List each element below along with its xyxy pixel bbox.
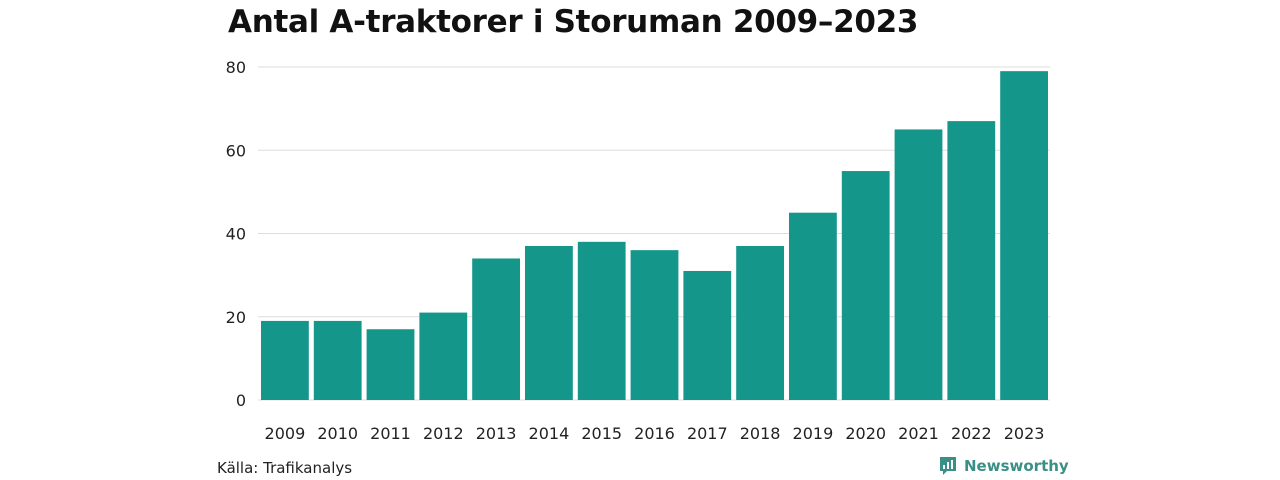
bar-2022 (947, 121, 996, 401)
x-tick-label: 2009 (265, 424, 306, 443)
y-tick-label: 20 (226, 308, 246, 327)
x-tick-label: 2022 (951, 424, 992, 443)
y-tick-label: 40 (226, 225, 246, 244)
x-tick-label: 2018 (740, 424, 781, 443)
bars (261, 71, 1048, 401)
x-tick-label: 2020 (845, 424, 886, 443)
brand-logo: Newsworthy (938, 456, 1069, 476)
y-axis-ticks: 0 20 40 60 80 (226, 58, 246, 410)
bar-2011 (366, 329, 415, 400)
bar-2018 (736, 245, 784, 400)
bar-2012 (419, 312, 468, 400)
bar-2016 (630, 250, 679, 400)
bar-2017 (683, 270, 732, 400)
source-note: Källa: Trafikanalys (217, 459, 353, 477)
bar-2023 (1000, 71, 1048, 400)
x-tick-label: 2017 (687, 424, 728, 443)
y-tick-label: 80 (226, 58, 246, 77)
bar-2019 (789, 212, 837, 400)
x-tick-label: 2014 (529, 424, 570, 443)
bar-2021 (894, 129, 943, 400)
y-tick-label: 0 (236, 391, 246, 410)
x-tick-label: 2013 (476, 424, 517, 443)
bar-2014 (525, 245, 573, 400)
brand-name: Newsworthy (964, 457, 1069, 475)
x-tick-label: 2015 (581, 424, 622, 443)
x-tick-label: 2010 (317, 424, 358, 443)
chart-title: Antal A-traktorer i Storuman 2009–2023 (228, 4, 919, 40)
bar-2013 (472, 258, 520, 400)
x-tick-label: 2016 (634, 424, 675, 443)
bar-2015 (577, 241, 626, 400)
bar-2020 (841, 171, 890, 400)
x-tick-label: 2012 (423, 424, 464, 443)
x-tick-label: 2011 (370, 424, 411, 443)
x-tick-label: 2021 (898, 424, 939, 443)
x-tick-label: 2023 (1004, 424, 1045, 443)
x-tick-label: 2019 (793, 424, 834, 443)
newsworthy-logo-icon (940, 457, 956, 475)
bar-2009 (261, 320, 309, 400)
x-axis-ticks: 2009 2010 2011 2012 2013 2014 2015 2016 2017 2018… (265, 424, 1045, 443)
bar-2010 (313, 320, 362, 400)
y-tick-label: 60 (226, 141, 246, 160)
